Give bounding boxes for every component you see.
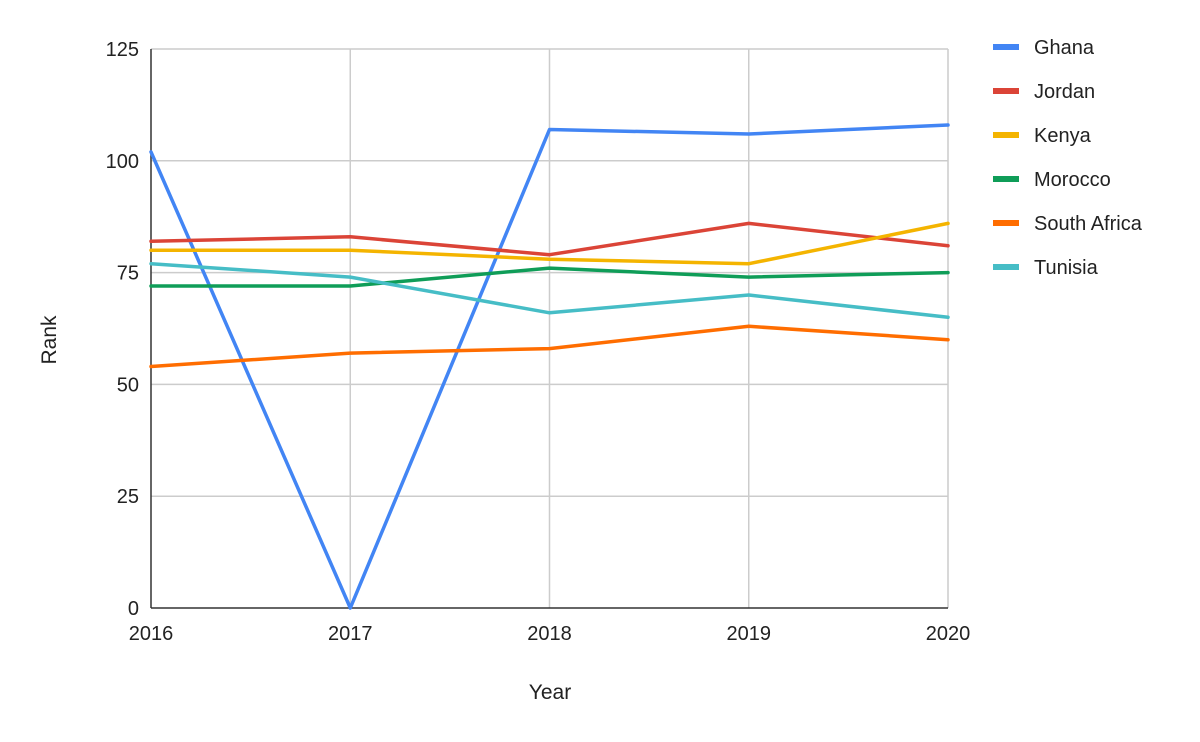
legend-label: Jordan <box>1034 81 1095 103</box>
y-axis-title: Rank <box>38 315 61 365</box>
legend-label: Ghana <box>1034 37 1095 59</box>
legend-item: Tunisia <box>993 257 1099 279</box>
x-axis-title: Year <box>529 681 571 704</box>
legend-item: Jordan <box>993 81 1095 103</box>
y-tick-label: 50 <box>117 374 139 396</box>
x-tick-label: 2016 <box>129 623 174 645</box>
y-tick-label: 75 <box>117 263 139 285</box>
series-line-jordan <box>149 221 950 257</box>
y-tick-label: 125 <box>106 39 139 61</box>
series-line-ghana <box>149 123 950 610</box>
legend-item: South Africa <box>993 213 1143 235</box>
tick-labels: 0 25 50 75 100 125 2016 2017 2018 2019 2020 <box>106 39 971 645</box>
series-line-kenya <box>149 221 950 266</box>
legend-item: Kenya <box>993 125 1092 147</box>
legend-label: Kenya <box>1034 125 1092 147</box>
legend-label: Tunisia <box>1034 257 1099 279</box>
x-tick-label: 2020 <box>926 623 971 645</box>
y-tick-label: 25 <box>117 486 139 508</box>
legend: Ghana Jordan Kenya Morocco South Africa Tunis… <box>993 37 1143 279</box>
series-line-south-africa <box>149 324 950 369</box>
x-tick-label: 2018 <box>527 623 572 645</box>
legend-item: Ghana <box>993 37 1095 59</box>
x-tick-label: 2017 <box>328 623 373 645</box>
legend-item: Morocco <box>993 169 1111 191</box>
legend-label: South Africa <box>1034 213 1143 235</box>
series-line-morocco <box>149 266 950 288</box>
series-line-tunisia <box>149 261 950 320</box>
y-tick-label: 0 <box>128 598 139 620</box>
axes <box>150 49 948 609</box>
legend-label: Morocco <box>1034 169 1111 191</box>
series-lines <box>149 123 950 610</box>
x-tick-label: 2019 <box>727 623 772 645</box>
y-tick-label: 100 <box>106 151 139 173</box>
